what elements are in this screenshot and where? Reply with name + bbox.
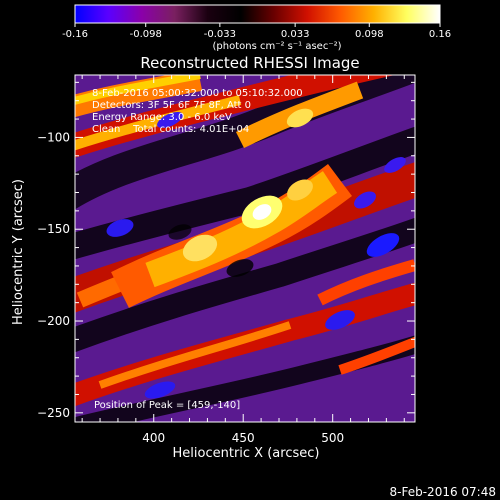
observation-info: 8-Feb-2016 05:00:32.000 to 05:10:32.000 … xyxy=(92,88,303,135)
y-axis-label: Heliocentric Y (arcsec) xyxy=(11,179,26,325)
colorbar-tick-label: -0.16 xyxy=(62,29,88,40)
colorbar-ticks: -0.16 -0.098 -0.033 0.033 0.098 0.16 xyxy=(62,23,451,40)
y-axis: −100 −150 −200 −250 xyxy=(37,81,415,420)
y-tick-label: −100 xyxy=(37,130,70,144)
y-tick-label: −250 xyxy=(37,406,70,420)
colorbar: -0.16 -0.098 -0.033 0.033 0.098 0.16 (photons… xyxy=(62,4,451,52)
x-tick-label: 450 xyxy=(232,431,255,445)
y-tick-label: −150 xyxy=(37,222,70,236)
x-tick-label: 400 xyxy=(142,431,165,445)
info-detectors: Detectors: 3F 5F 6F 7F 8F, Att 0 xyxy=(92,100,251,111)
colorbar-tick-label: -0.033 xyxy=(204,29,236,40)
x-tick-label: 500 xyxy=(321,431,344,445)
info-clean-counts: Clean Total counts: 4.01E+04 xyxy=(92,124,249,135)
peak-position-label: Position of Peak = [459,-140] xyxy=(94,400,240,411)
plot-frame xyxy=(74,74,416,423)
colorbar-tick-label: 0.098 xyxy=(355,29,384,40)
y-tick-label: −200 xyxy=(37,314,70,328)
x-axis-label: Heliocentric X (arcsec) xyxy=(173,446,320,461)
colorbar-strip xyxy=(74,4,441,24)
colorbar-tick-label: 0.16 xyxy=(429,29,451,40)
colorbar-tick-label: -0.098 xyxy=(130,29,162,40)
info-energy-range: Energy Range: 3.0 - 6.0 keV xyxy=(92,112,232,123)
info-time-range: 8-Feb-2016 05:00:32.000 to 05:10:32.000 xyxy=(92,88,303,99)
colorbar-units-label: (photons cm⁻² s⁻¹ asec⁻²) xyxy=(212,41,341,52)
colorbar-tick-label: 0.033 xyxy=(281,29,310,40)
chart-title: Reconstructed RHESSI Image xyxy=(140,54,359,72)
footer-timestamp: 8-Feb-2016 07:48 xyxy=(390,485,496,499)
x-axis: 400 450 500 xyxy=(81,75,405,445)
